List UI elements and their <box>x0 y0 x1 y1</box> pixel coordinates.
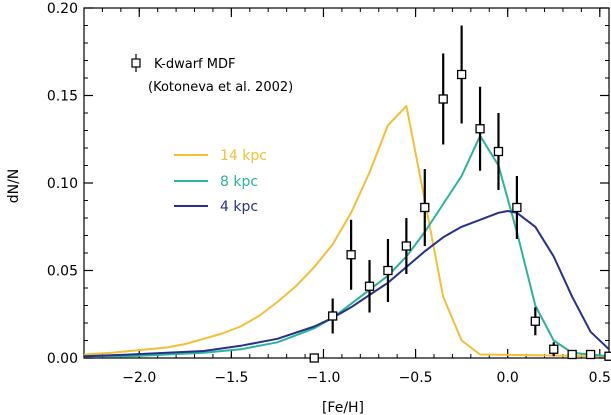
legend-square-marker <box>131 58 141 68</box>
data-point <box>475 124 485 134</box>
data-point <box>401 241 412 251</box>
y-tick-label: 0.15 <box>47 89 78 105</box>
data-point <box>604 351 611 361</box>
y-tick-label: 0.05 <box>47 264 78 280</box>
legend: K-dwarf MDF (Kotoneva et al. 2002) 14 kp… <box>131 54 293 215</box>
series-line-14-kpc <box>83 105 610 358</box>
data-point <box>364 281 375 291</box>
data-point <box>438 94 448 104</box>
y-axis-title: dN/N <box>6 169 22 204</box>
data-point <box>456 69 467 80</box>
x-tick-label: −1.5 <box>214 370 248 386</box>
legend-observed-ref: (Kotoneva et al. 2002) <box>148 80 293 95</box>
x-tick-label: −0.5 <box>399 370 433 386</box>
x-tick-label: −1.0 <box>306 370 340 386</box>
series-label: 4 kpc <box>220 199 258 215</box>
axes: −2.0 −1.5 −1.0 −0.5 0.0 0.5 0.00 0.05 0.10 0.15 0.… <box>47 1 611 386</box>
data-point <box>567 349 577 360</box>
data-point <box>346 250 356 260</box>
data-point <box>328 311 338 321</box>
series-label: 8 kpc <box>220 174 258 190</box>
series-label: 14 kpc <box>220 148 267 164</box>
y-tick-label: 0.00 <box>47 351 78 367</box>
data-point <box>383 265 393 276</box>
x-tick-label: 0.0 <box>497 370 519 386</box>
data-point <box>309 353 319 363</box>
model-series <box>83 105 610 358</box>
observed-data <box>309 25 611 363</box>
x-axis-title: [Fe/H] <box>322 400 364 415</box>
y-tick-label: 0.10 <box>47 176 78 192</box>
x-tick-label: −2.0 <box>122 370 156 386</box>
data-point <box>420 202 430 213</box>
series-line-8-kpc <box>84 134 610 358</box>
data-point <box>549 344 559 354</box>
series-line-4-kpc <box>83 210 610 358</box>
data-point <box>585 349 596 360</box>
x-tick-label: 0.5 <box>589 370 611 386</box>
data-point <box>530 316 540 326</box>
data-point <box>512 202 522 213</box>
y-tick-label: 0.20 <box>47 1 78 17</box>
data-point <box>493 146 504 157</box>
legend-observed-label: K-dwarf MDF <box>154 57 235 72</box>
